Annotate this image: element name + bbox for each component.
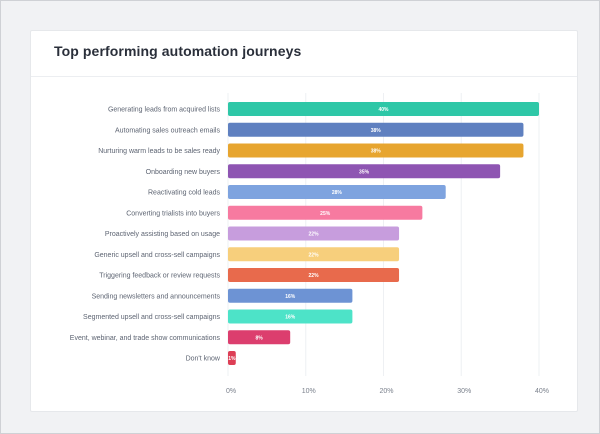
x-tick-label: 20% [379, 388, 393, 395]
category-label: Generating leads from acquired lists [108, 107, 221, 114]
x-tick-label: 40% [535, 388, 549, 395]
category-label: Proactively assisting based on usage [105, 231, 220, 238]
bar [228, 330, 291, 345]
bar-value-label: 22% [309, 252, 320, 258]
chart-card: Top performing automation journeys 0% 10%… [30, 30, 578, 412]
bar [228, 226, 400, 241]
bar [228, 205, 423, 220]
category-label: Sending newsletters and announcements [92, 293, 221, 300]
bar [228, 143, 524, 158]
bar-value-label: 1% [228, 356, 236, 362]
bar-value-label: 35% [359, 169, 370, 175]
category-label: Generic upsell and cross-sell campaigns [94, 252, 220, 259]
bar [228, 268, 400, 282]
bar-value-label: 8% [255, 335, 263, 341]
bar [228, 122, 524, 137]
category-label: Onboarding new buyers [146, 169, 221, 176]
bar [228, 185, 446, 199]
bar-value-label: 16% [285, 294, 296, 300]
category-label: Triggering feedback or review requests [99, 273, 220, 280]
bar [228, 247, 400, 262]
bar [228, 309, 353, 324]
x-tick-label: 30% [457, 388, 471, 395]
chart-title: Top performing automation journeys [54, 43, 302, 59]
category-label: Don't know [186, 356, 221, 363]
bar-value-label: 40% [378, 107, 389, 113]
bar-value-label: 38% [371, 149, 382, 155]
bar-chart: 0% 10% 20% 30% 40% Generating leads from acqu… [70, 93, 549, 395]
x-tick-label: 10% [302, 388, 316, 395]
bar [228, 102, 539, 116]
category-label: Automating sales outreach emails [115, 127, 221, 134]
category-label: Segmented upsell and cross-sell campaign… [83, 314, 220, 321]
category-label: Event, webinar, and trade show communica… [70, 335, 221, 342]
category-label: Reactivating cold leads [148, 190, 220, 197]
bar-value-label: 28% [332, 190, 343, 196]
bar-value-label: 38% [371, 128, 382, 134]
bar-value-label: 25% [320, 211, 331, 217]
bar [228, 351, 236, 365]
bar-value-label: 22% [309, 273, 320, 279]
category-label: Nurturing warm leads to be sales ready [98, 148, 220, 155]
bar-value-label: 16% [285, 315, 296, 321]
x-tick-label: 0% [226, 388, 236, 395]
bar-value-label: 22% [309, 232, 320, 238]
bar [228, 288, 353, 303]
category-label: Converting trialists into buyers [126, 210, 220, 217]
title-divider [31, 76, 577, 77]
bar [228, 164, 501, 179]
